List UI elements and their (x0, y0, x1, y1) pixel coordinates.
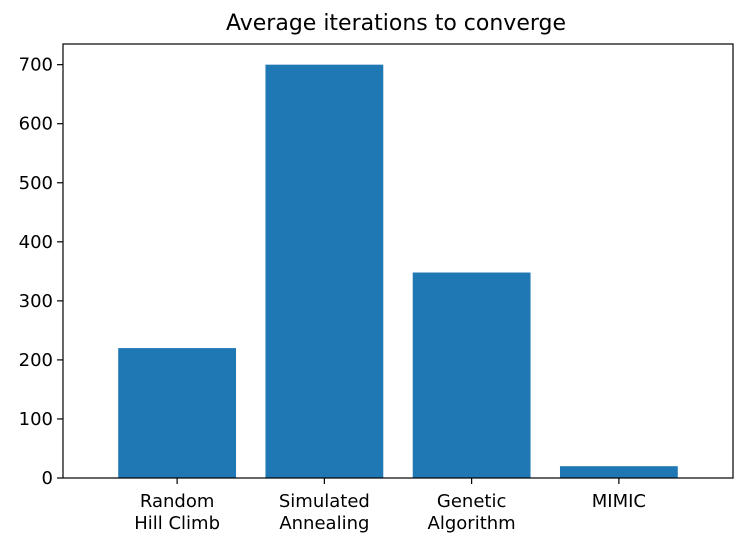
bar-1 (265, 64, 384, 479)
y-tick-label-4: 400 (19, 232, 53, 253)
x-tick-label-1: Simulated Annealing (279, 491, 370, 534)
y-tick-label-7: 700 (19, 55, 53, 76)
x-tick-label-0: Random Hill Climb (134, 491, 220, 534)
y-tick-label-2: 200 (19, 350, 53, 371)
x-axis: Random Hill Climb Simulated Annealing Geneti… (134, 478, 646, 534)
y-tick-label-3: 300 (19, 291, 53, 312)
bar-2 (412, 272, 531, 478)
x-tick-label-2: Genetic Algorithm (428, 491, 516, 534)
y-tick-label-5: 500 (19, 173, 53, 194)
y-axis: 0 100 200 300 400 500 600 700 (19, 55, 63, 489)
bar-0 (118, 348, 237, 478)
y-tick-label-6: 600 (19, 114, 53, 135)
bars-group (118, 64, 678, 479)
axes-frame (62, 43, 734, 479)
y-tick-label-1: 100 (19, 409, 53, 430)
y-tick-label-0: 0 (42, 468, 53, 489)
chart-title: Average iterations to converge (226, 11, 566, 36)
bar-3 (559, 466, 678, 478)
x-tick-label-3: MIMIC (592, 491, 646, 512)
